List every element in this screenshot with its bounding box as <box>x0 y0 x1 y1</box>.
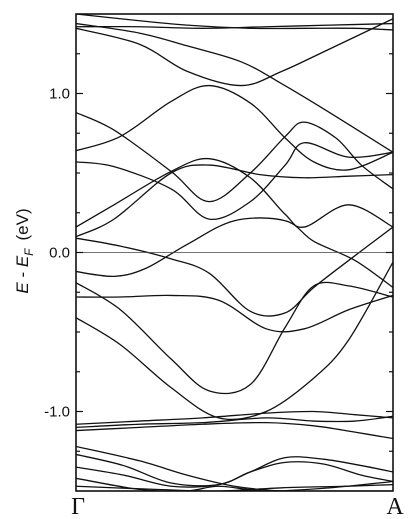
band-line-1 <box>76 14 393 31</box>
y-axis-title-energy-fermi: E <box>13 255 32 267</box>
band-line-10 <box>76 226 393 317</box>
y-axis-title: E - EF(eV) <box>13 208 36 293</box>
band-line-20 <box>76 456 393 488</box>
bands-layer <box>76 14 393 491</box>
band-line-15 <box>76 410 393 425</box>
band-line-14 <box>76 261 393 421</box>
y-axis-title-unit: (eV) <box>13 208 32 240</box>
x-tick-label-gamma: Γ <box>71 494 85 519</box>
band-line-3 <box>76 18 393 87</box>
band-line-12 <box>76 294 393 333</box>
band-line-21 <box>76 477 393 491</box>
y-tick-label-1.0: 1.0 <box>49 86 70 103</box>
band-line-8 <box>76 164 393 238</box>
x-tick-label-A: A <box>386 494 404 519</box>
band-line-6 <box>76 142 393 220</box>
y-axis-title-energy: E <box>13 282 32 294</box>
band-line-13 <box>76 281 393 395</box>
plot-frame <box>75 13 394 492</box>
band-line-16 <box>76 415 393 429</box>
y-axis-title-minus: - <box>13 267 32 282</box>
band-line-5 <box>76 84 393 171</box>
y-axis-title-subscript: F <box>22 248 36 256</box>
band-line-22 <box>76 483 393 491</box>
band-line-4 <box>76 22 393 153</box>
band-line-9 <box>76 157 393 228</box>
band-line-7 <box>76 111 393 203</box>
band-line-17 <box>76 421 393 440</box>
band-line-19 <box>76 453 393 487</box>
band-line-2 <box>76 22 393 29</box>
band-line-11 <box>76 217 393 289</box>
y-tick-label-0.0: 0.0 <box>49 245 70 262</box>
band-line-18 <box>76 445 393 491</box>
y-tick-label-neg-1.0: -1.0 <box>44 404 70 421</box>
